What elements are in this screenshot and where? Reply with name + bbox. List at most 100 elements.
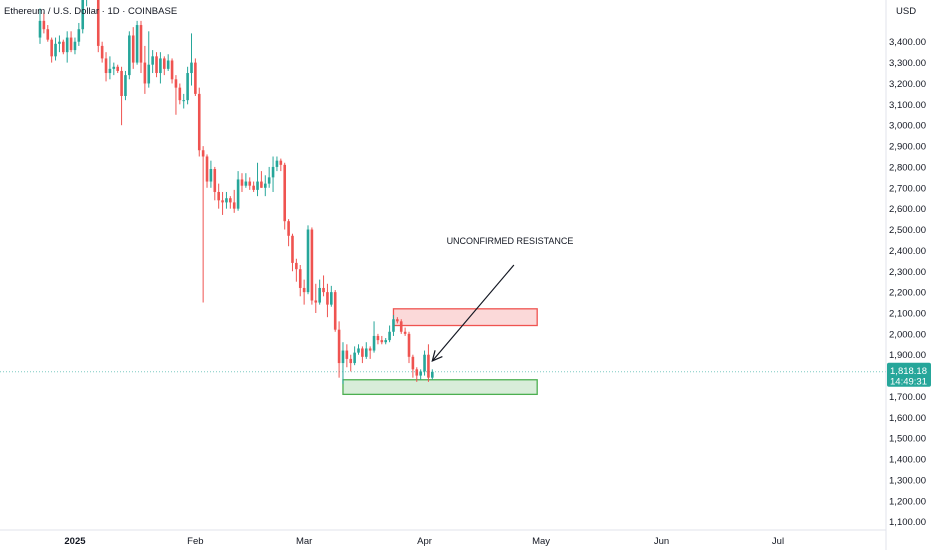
currency-label[interactable]: USD <box>896 6 916 17</box>
candle[interactable] <box>104 52 108 82</box>
candle[interactable] <box>213 166 217 201</box>
candle[interactable] <box>166 54 170 71</box>
candle[interactable] <box>190 33 193 86</box>
candle[interactable] <box>330 285 333 307</box>
candle[interactable] <box>248 177 252 190</box>
candle[interactable] <box>139 20 143 74</box>
candle[interactable] <box>384 338 388 345</box>
candle[interactable] <box>399 319 403 334</box>
candle[interactable] <box>236 171 240 211</box>
annotation-label[interactable]: UNCONFIRMED RESISTANCE <box>447 236 574 246</box>
candle[interactable] <box>182 93 186 109</box>
candle[interactable] <box>279 158 283 172</box>
candle[interactable] <box>337 321 341 378</box>
candle[interactable] <box>100 41 104 63</box>
candle[interactable] <box>65 31 69 63</box>
candle[interactable] <box>310 227 314 305</box>
candle[interactable] <box>69 31 73 53</box>
candle[interactable] <box>42 12 46 34</box>
candle[interactable] <box>411 354 415 378</box>
candle[interactable] <box>345 344 349 368</box>
candle[interactable] <box>322 275 325 297</box>
candle[interactable] <box>275 156 279 172</box>
candle[interactable] <box>368 346 372 359</box>
candle[interactable] <box>143 45 147 94</box>
candle[interactable] <box>201 146 205 303</box>
candle[interactable] <box>314 283 318 313</box>
candle[interactable] <box>283 162 287 230</box>
candle[interactable] <box>73 37 77 55</box>
candle[interactable] <box>240 173 244 192</box>
candle[interactable] <box>96 0 100 53</box>
candle[interactable] <box>357 344 360 355</box>
candle[interactable] <box>427 344 430 382</box>
candle[interactable] <box>287 219 290 247</box>
candle[interactable] <box>372 321 376 353</box>
candle[interactable] <box>221 191 224 215</box>
candle[interactable] <box>225 191 228 209</box>
candle[interactable] <box>353 346 356 366</box>
support-zone[interactable] <box>342 379 538 396</box>
candle[interactable] <box>120 66 123 126</box>
candle[interactable] <box>197 87 201 157</box>
candle[interactable] <box>423 350 426 376</box>
candle[interactable] <box>291 233 294 272</box>
candle[interactable] <box>128 31 131 80</box>
candle[interactable] <box>396 317 399 324</box>
candle[interactable] <box>135 20 139 65</box>
candle[interactable] <box>419 369 422 380</box>
candle[interactable] <box>217 183 220 209</box>
candle[interactable] <box>318 279 321 305</box>
candle[interactable] <box>260 171 263 188</box>
candle[interactable] <box>58 35 61 53</box>
candle[interactable] <box>244 173 248 188</box>
candle[interactable] <box>431 369 434 380</box>
candle[interactable] <box>271 156 275 192</box>
candle[interactable] <box>302 279 306 305</box>
candle[interactable] <box>306 225 310 295</box>
candle[interactable] <box>38 8 42 44</box>
candle[interactable] <box>162 56 166 76</box>
candle[interactable] <box>147 31 151 88</box>
candle[interactable] <box>81 0 85 34</box>
candle[interactable] <box>256 162 259 197</box>
candle[interactable] <box>209 160 213 188</box>
candle[interactable] <box>155 52 158 78</box>
candle[interactable] <box>194 58 197 96</box>
candle[interactable] <box>124 70 127 101</box>
candle[interactable] <box>131 27 135 69</box>
candle[interactable] <box>46 25 50 42</box>
candle[interactable] <box>263 175 267 197</box>
candle[interactable] <box>77 22 81 46</box>
candle[interactable] <box>112 62 116 76</box>
candle[interactable] <box>415 367 419 382</box>
candle[interactable] <box>85 0 88 7</box>
candle[interactable] <box>151 50 154 74</box>
annotation-arrow[interactable] <box>431 264 515 363</box>
candle[interactable] <box>326 283 329 318</box>
candle[interactable] <box>364 342 368 359</box>
candle[interactable] <box>376 333 380 345</box>
candle[interactable] <box>178 83 182 105</box>
candle[interactable] <box>295 258 298 282</box>
candle[interactable] <box>361 346 364 364</box>
candle[interactable] <box>388 325 391 343</box>
candle[interactable] <box>54 37 57 61</box>
candle[interactable] <box>392 315 395 336</box>
candle[interactable] <box>229 196 232 209</box>
candle[interactable] <box>403 327 407 336</box>
candle[interactable] <box>62 39 65 55</box>
candle[interactable] <box>50 37 53 63</box>
candle[interactable] <box>380 335 384 345</box>
candle[interactable] <box>116 64 119 74</box>
candle[interactable] <box>298 265 302 297</box>
candle[interactable] <box>170 58 174 84</box>
candle[interactable] <box>205 154 209 188</box>
candle[interactable] <box>252 181 255 192</box>
candle[interactable] <box>333 290 337 332</box>
candle[interactable] <box>349 354 353 372</box>
candle[interactable] <box>108 56 112 80</box>
candle[interactable] <box>186 66 189 105</box>
